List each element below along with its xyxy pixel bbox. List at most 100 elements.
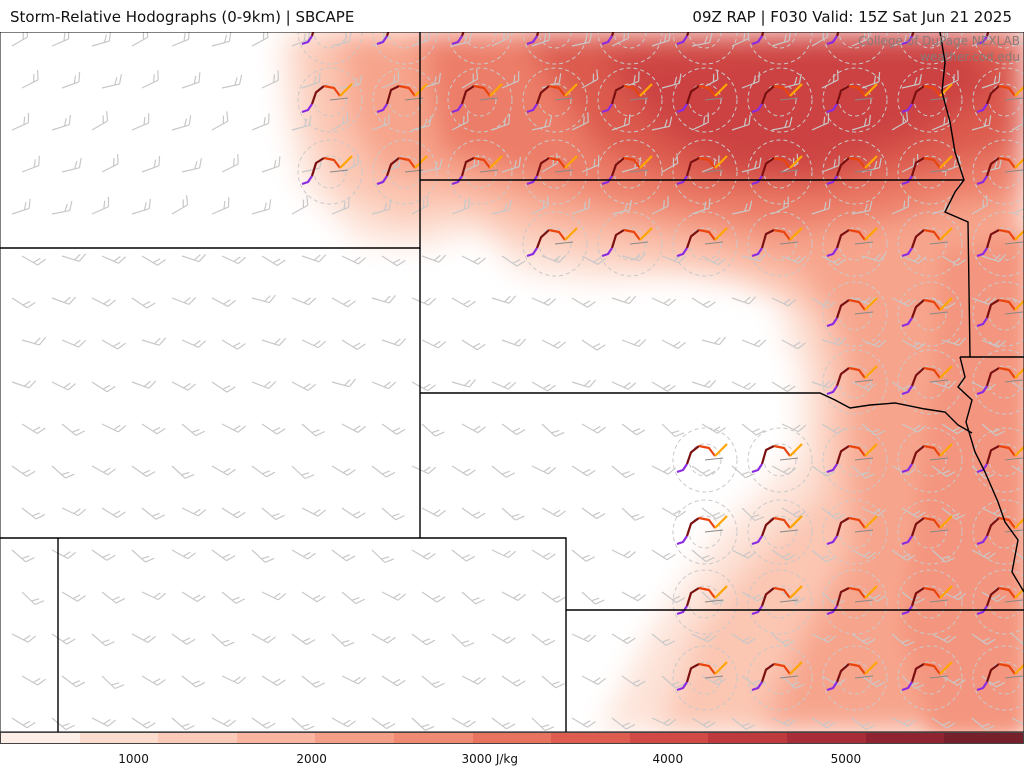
storm-motion-vector bbox=[779, 675, 799, 679]
hodograph bbox=[751, 585, 803, 616]
wind-barb bbox=[781, 73, 802, 89]
wind-barb bbox=[571, 379, 597, 388]
wind-barb bbox=[331, 32, 352, 47]
wind-barb bbox=[731, 200, 753, 215]
wind-barb bbox=[491, 717, 516, 730]
wind-barb bbox=[501, 675, 526, 687]
hodograph-ring bbox=[297, 67, 363, 133]
hodograph-ring-inner bbox=[313, 32, 347, 49]
hodograph bbox=[826, 661, 878, 692]
wind-barb bbox=[381, 338, 407, 347]
wind-barb bbox=[21, 155, 40, 173]
hodograph-segment bbox=[676, 681, 688, 692]
hodograph-segment bbox=[773, 516, 791, 529]
hodograph-segment bbox=[526, 175, 538, 186]
wind-barb bbox=[101, 339, 126, 350]
hodograph-ring bbox=[522, 211, 588, 277]
wind-barb bbox=[421, 675, 445, 689]
hodograph-ring bbox=[747, 67, 813, 133]
wind-barb bbox=[901, 339, 926, 350]
hodograph-segment bbox=[998, 228, 1016, 241]
hodograph-segment bbox=[601, 175, 613, 186]
hodograph-segment bbox=[489, 83, 503, 97]
wind-barb bbox=[491, 295, 517, 304]
hodograph-segment bbox=[910, 85, 925, 105]
wind-barb bbox=[91, 196, 110, 215]
hodograph-segment bbox=[835, 367, 850, 387]
hodograph-ring-inner bbox=[763, 32, 797, 49]
wind-barb bbox=[541, 507, 566, 518]
hodograph bbox=[751, 32, 785, 46]
hodograph bbox=[526, 32, 560, 46]
wind-barb bbox=[141, 675, 166, 686]
hodograph bbox=[826, 515, 878, 546]
colorbar-segment bbox=[787, 733, 866, 743]
hodograph-segment bbox=[976, 317, 988, 328]
hodograph-segment bbox=[848, 516, 866, 529]
wind-barb bbox=[691, 32, 713, 47]
hodograph-ring bbox=[972, 281, 1024, 347]
wind-barb bbox=[811, 549, 835, 563]
wind-barb bbox=[61, 507, 87, 517]
wind-barb bbox=[341, 675, 367, 685]
hodograph-segment bbox=[301, 103, 313, 114]
hodograph bbox=[976, 516, 1024, 546]
hodograph-ring bbox=[672, 499, 738, 565]
hodograph-ring bbox=[747, 427, 813, 493]
wind-barb bbox=[291, 115, 312, 131]
wind-barb bbox=[901, 255, 927, 264]
wind-barb bbox=[301, 254, 327, 263]
wind-barb bbox=[621, 675, 646, 687]
hodograph-segment bbox=[714, 155, 728, 169]
wind-barb bbox=[691, 112, 709, 131]
wind-barb bbox=[611, 465, 635, 479]
wind-barb bbox=[531, 32, 551, 47]
wind-barb bbox=[451, 633, 475, 648]
wind-barb bbox=[21, 675, 46, 686]
storm-motion-vector bbox=[854, 311, 874, 315]
wind-barb bbox=[1011, 32, 1024, 47]
wind-barb bbox=[581, 155, 600, 173]
hodograph-segment bbox=[698, 156, 716, 169]
wind-barb bbox=[261, 423, 286, 435]
hodograph-segment bbox=[789, 515, 803, 529]
wind-barb bbox=[741, 253, 767, 262]
hodograph-segment bbox=[760, 445, 775, 465]
wind-barb bbox=[331, 717, 356, 728]
colorbar-tick-label: 2000 bbox=[296, 752, 327, 766]
wind-barb bbox=[461, 255, 487, 265]
hodograph-segment bbox=[1014, 85, 1024, 97]
wind-barb bbox=[61, 591, 86, 602]
storm-motion-vector bbox=[704, 241, 724, 245]
hodograph bbox=[676, 585, 728, 616]
map-canvas[interactable] bbox=[0, 32, 1024, 732]
hodograph-segment bbox=[376, 175, 388, 186]
hodograph-ring bbox=[822, 427, 888, 493]
hodograph-ring bbox=[672, 645, 738, 711]
wind-barb bbox=[941, 675, 966, 686]
wind-barb bbox=[891, 196, 910, 215]
hodograph-segment bbox=[864, 585, 878, 599]
wind-barb bbox=[501, 507, 525, 521]
hodograph-segment bbox=[376, 103, 388, 114]
hodograph-ring bbox=[747, 499, 813, 565]
hodograph-segment bbox=[698, 662, 716, 675]
wind-barb bbox=[371, 549, 395, 564]
hodograph-segment bbox=[685, 587, 700, 607]
hodograph-segment bbox=[414, 83, 428, 97]
hodograph-segment bbox=[923, 156, 941, 169]
wind-barb bbox=[821, 155, 840, 173]
wind-barb bbox=[731, 549, 757, 559]
hodograph-segment bbox=[939, 365, 953, 379]
hodograph-segment bbox=[998, 84, 1016, 97]
hodograph-segment bbox=[939, 661, 953, 675]
wind-barb bbox=[341, 255, 367, 265]
wind-barb bbox=[1011, 111, 1024, 131]
wind-barb bbox=[171, 381, 197, 391]
wind-barb bbox=[291, 195, 309, 215]
wind-barb bbox=[851, 633, 876, 645]
wind-barb bbox=[661, 153, 679, 173]
wind-barb bbox=[101, 255, 127, 264]
wind-barb bbox=[211, 717, 237, 727]
wind-barb bbox=[291, 549, 316, 560]
